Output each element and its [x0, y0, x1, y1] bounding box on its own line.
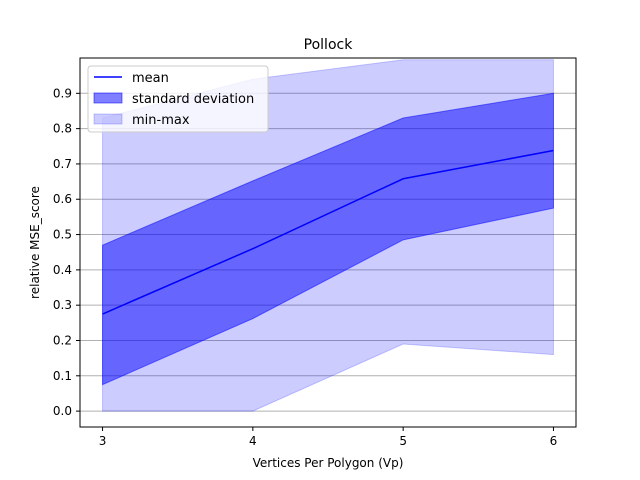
y-tick-label: 0.7 [53, 157, 72, 171]
y-tick-label: 0.8 [53, 122, 72, 136]
y-tick-label: 0.5 [53, 228, 72, 242]
x-axis-label: Vertices Per Polygon (Vp) [253, 456, 404, 470]
lines [102, 149, 554, 315]
legend: mean standard deviation min-max [87, 65, 269, 133]
legend-box [87, 65, 269, 133]
y-axis-label: relative MSE_score [28, 186, 42, 299]
x-tick-label: 6 [550, 434, 558, 448]
plot-frame [79, 57, 577, 428]
bands [102, 59, 554, 412]
legend-swatch [93, 92, 123, 104]
y-tick-label: 0.0 [53, 404, 72, 418]
y-tick-label: 0.2 [53, 333, 72, 347]
y-tick-label: 0.3 [53, 298, 72, 312]
y-tick-label: 0.4 [53, 263, 72, 277]
legend-label: mean [132, 71, 169, 86]
legend-label: min-max [132, 113, 190, 128]
legend-swatch [93, 113, 123, 125]
y-tick-label: 0.6 [53, 192, 72, 206]
band-standard-deviation [102, 92, 554, 386]
y-tick-label: 0.9 [53, 86, 72, 100]
x-tick-label: 3 [99, 434, 107, 448]
x-axis: 3 4 5 6 [99, 427, 558, 448]
legend-label: standard deviation [132, 92, 254, 107]
series-line-mean [102, 149, 554, 315]
x-tick-label: 5 [399, 434, 407, 448]
y-tick-label: 0.1 [53, 369, 72, 383]
x-tick-label: 4 [249, 434, 257, 448]
y-axis: 0.0 0.1 0.2 0.3 0.4 0.5 0.6 0.7 0.8 0.9 [53, 86, 80, 418]
chart-title: Pollock [304, 37, 354, 53]
